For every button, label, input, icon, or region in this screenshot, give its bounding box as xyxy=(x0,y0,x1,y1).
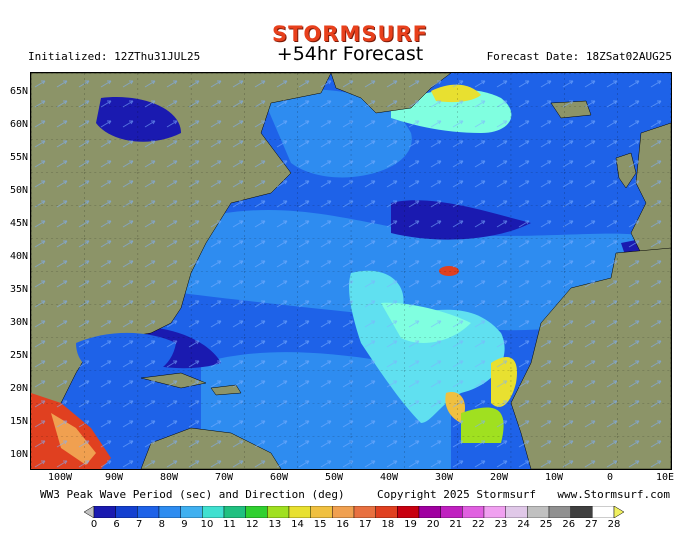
colorbar-label: 16 xyxy=(336,519,350,530)
lat-label: 55N xyxy=(9,152,28,163)
lat-label: 60N xyxy=(9,119,28,130)
colorbar-swatch xyxy=(440,506,463,518)
colorbar-arrow-right xyxy=(613,506,624,518)
lon-label: 40W xyxy=(379,472,399,483)
colorbar-swatch xyxy=(202,506,225,518)
lon-label: 100W xyxy=(47,472,73,483)
colorbar-label: 8 xyxy=(158,519,165,530)
colorbar-label: 23 xyxy=(494,519,508,530)
colorbar-label: 21 xyxy=(449,519,463,530)
lat-label: 45N xyxy=(9,218,28,229)
colorbar-swatch xyxy=(137,506,160,518)
colorbar-label: 15 xyxy=(313,519,327,530)
website-link[interactable]: www.Stormsurf.com xyxy=(557,488,670,501)
colorbar-label: 19 xyxy=(404,519,417,530)
colorbar-label: 25 xyxy=(539,519,553,530)
map-description: WW3 Peak Wave Period (sec) and Direction… xyxy=(40,488,345,501)
colorbar-label: 22 xyxy=(471,519,485,530)
forecast-title: +54hr Forecast xyxy=(276,43,424,65)
colorbar-swatch xyxy=(93,506,116,518)
colorbar-swatch xyxy=(115,506,138,518)
colorbar-swatch xyxy=(483,506,506,518)
colorbar-label: 13 xyxy=(268,519,282,530)
colorbar-label: 6 xyxy=(113,519,120,530)
lat-lon-grid xyxy=(31,73,671,469)
lon-label: 90W xyxy=(104,472,124,483)
lat-label: 20N xyxy=(9,383,28,394)
lat-label: 40N xyxy=(9,251,28,262)
colorbar-swatch xyxy=(505,506,528,518)
lon-label: 50W xyxy=(324,472,344,483)
lon-label: 30W xyxy=(434,472,454,483)
colorbar-label: 0 xyxy=(90,519,98,530)
lon-label: 0 xyxy=(606,472,614,483)
lon-label: 70W xyxy=(214,472,234,483)
wave-period-map xyxy=(30,72,672,470)
colorbar-swatch xyxy=(267,506,290,518)
colorbar-swatch xyxy=(180,506,203,518)
colorbar-swatch xyxy=(310,506,333,518)
lon-label: 60W xyxy=(269,472,289,483)
initialized-label: Initialized: 12ZThu31JUL25 xyxy=(28,50,201,63)
colorbar-swatch xyxy=(462,506,485,518)
forecast-date-label: Forecast Date: 18ZSat02AUG25 xyxy=(486,50,672,63)
colorbar-swatch xyxy=(245,506,268,518)
lat-label: 25N xyxy=(9,350,28,361)
lon-label: 10W xyxy=(544,472,564,483)
copyright-text: Copyright 2025 Stormsurf xyxy=(377,488,536,501)
colorbar-swatch xyxy=(548,506,571,518)
colorbar-label: 11 xyxy=(223,519,236,530)
lat-label: 15N xyxy=(9,416,28,427)
colorbar-swatch xyxy=(353,506,376,518)
lon-label: 80W xyxy=(159,472,179,483)
colorbar-swatch xyxy=(375,506,398,518)
colorbar-swatch xyxy=(527,506,550,518)
colorbar-label: 27 xyxy=(585,519,598,530)
lon-label: 20W xyxy=(489,472,509,483)
colorbar-label: 26 xyxy=(562,519,576,530)
colorbar-label: 28 xyxy=(607,519,621,530)
colorbar-swatch xyxy=(288,506,311,518)
colorbar-label: 14 xyxy=(291,519,304,530)
lat-label: 35N xyxy=(9,284,28,295)
colorbar-swatch xyxy=(332,506,355,518)
colorbar-label: 10 xyxy=(200,519,214,530)
lat-label: 50N xyxy=(9,185,28,196)
colorbar-label: 9 xyxy=(181,519,188,530)
colorbar-swatch xyxy=(418,506,441,518)
colorbar-swatch xyxy=(397,506,420,518)
colorbar-label: 12 xyxy=(245,519,259,530)
lat-label: 65N xyxy=(9,86,28,97)
lon-label: 10E xyxy=(655,472,675,483)
colorbar-swatch xyxy=(570,506,593,518)
brand-logo: STORMSURF xyxy=(271,22,429,46)
colorbar-swatch xyxy=(223,506,246,518)
colorbar xyxy=(84,506,624,518)
colorbar-label: 20 xyxy=(426,519,440,530)
map-canvas xyxy=(31,73,671,469)
lat-label: 30N xyxy=(9,317,28,328)
colorbar-swatch xyxy=(158,506,181,518)
colorbar-label: 7 xyxy=(136,519,143,530)
colorbar-label: 17 xyxy=(358,519,372,530)
colorbar-label: 24 xyxy=(517,519,530,530)
lat-label: 10N xyxy=(9,449,28,460)
colorbar-arrow-left xyxy=(84,506,95,518)
colorbar-label: 18 xyxy=(381,519,395,530)
colorbar-swatch xyxy=(592,506,615,518)
